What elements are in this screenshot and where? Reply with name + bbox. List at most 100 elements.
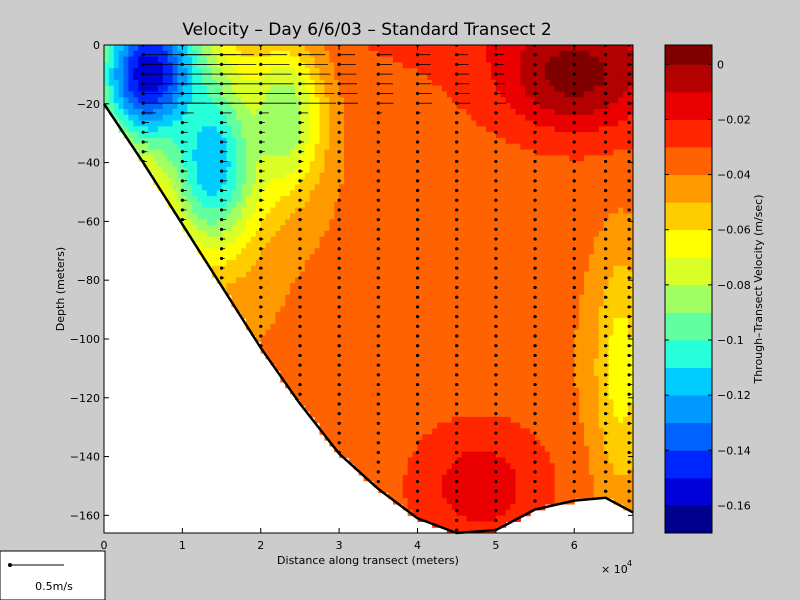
- contour-cell: [495, 68, 502, 75]
- contour-cell: [309, 352, 316, 360]
- contour-cell: [505, 364, 512, 371]
- contour-cell: [304, 376, 311, 383]
- contour-cell: [397, 114, 404, 122]
- contour-cell: [383, 190, 389, 197]
- contour-cell: [334, 393, 340, 400]
- contour-cell: [304, 393, 311, 400]
- contour-cell: [152, 120, 159, 127]
- contour-cell: [314, 335, 321, 342]
- contour-cell: [510, 318, 517, 325]
- contour-cell: [417, 306, 423, 313]
- contour-cell: [402, 248, 409, 255]
- contour-cell: [490, 300, 497, 308]
- contour-cell: [441, 137, 448, 145]
- contour-cell: [490, 312, 497, 319]
- contour-cell: [495, 347, 502, 354]
- contour-cell: [446, 352, 453, 360]
- contour-cell: [216, 236, 223, 244]
- contour-cell: [392, 178, 399, 186]
- contour-cell: [265, 62, 272, 69]
- contour-cell: [348, 213, 355, 220]
- contour-cell: [314, 271, 321, 278]
- contour-cell: [441, 411, 448, 418]
- contour-cell: [255, 283, 262, 290]
- contour-cell: [197, 103, 203, 110]
- contour-cell: [392, 399, 399, 406]
- contour-cell: [412, 108, 419, 116]
- contour-cell: [402, 463, 409, 470]
- contour-cell: [461, 161, 468, 168]
- contour-cell: [304, 201, 311, 209]
- contour-cell: [324, 358, 330, 366]
- contour-cell: [437, 387, 443, 395]
- contour-cell: [446, 300, 453, 308]
- contour-cell: [373, 318, 379, 325]
- contour-cell: [324, 341, 330, 348]
- contour-cell: [373, 178, 379, 186]
- contour-cell: [353, 358, 360, 366]
- contour-cell: [275, 45, 281, 52]
- contour-cell: [422, 236, 428, 244]
- contour-cell: [515, 387, 521, 395]
- contour-cell: [471, 265, 477, 273]
- contour-cell: [432, 463, 438, 470]
- contour-cell: [133, 132, 139, 139]
- contour-cell: [427, 486, 433, 493]
- contour-cell: [500, 329, 507, 337]
- contour-cell: [373, 230, 379, 238]
- contour-cell: [358, 108, 365, 116]
- contour-cell: [486, 196, 492, 203]
- contour-cell: [299, 137, 306, 145]
- contour-cell: [329, 91, 335, 98]
- contour-cell: [373, 323, 379, 331]
- contour-cell: [417, 277, 423, 284]
- contour-cell: [407, 126, 414, 133]
- contour-cell: [285, 283, 291, 290]
- contour-cell: [432, 347, 438, 354]
- contour-cell: [353, 399, 360, 406]
- contour-cell: [388, 405, 394, 412]
- contour-cell: [451, 399, 458, 406]
- contour-cell: [324, 271, 330, 278]
- contour-cell: [437, 474, 443, 482]
- contour-cell: [113, 91, 120, 98]
- contour-cell: [392, 364, 399, 371]
- contour-cell: [397, 341, 404, 348]
- contour-cell: [255, 62, 262, 69]
- contour-cell: [402, 126, 409, 133]
- contour-cell: [324, 62, 330, 69]
- contour-cell: [432, 68, 438, 75]
- contour-cell: [280, 62, 286, 69]
- contour-cell: [128, 126, 134, 133]
- contour-cell: [216, 126, 223, 133]
- contour-cell: [490, 440, 497, 447]
- contour-cell: [446, 254, 453, 261]
- contour-cell: [422, 335, 428, 342]
- contour-cell: [481, 178, 487, 186]
- contour-cell: [407, 498, 414, 505]
- contour-cell: [388, 236, 394, 244]
- contour-cell: [280, 358, 286, 366]
- contour-cell: [167, 91, 174, 98]
- contour-cell: [481, 381, 487, 389]
- contour-cell: [192, 74, 198, 81]
- contour-cell: [368, 137, 374, 145]
- contour-cell: [373, 341, 379, 348]
- contour-cell: [226, 259, 232, 267]
- contour-cell: [285, 137, 291, 145]
- contour-cell: [182, 97, 188, 104]
- contour-cell: [226, 103, 232, 110]
- contour-cell: [441, 167, 448, 174]
- contour-cell: [481, 137, 487, 145]
- contour-cell: [270, 184, 277, 191]
- contour-cell: [388, 68, 394, 75]
- contour-cell: [206, 196, 213, 203]
- contour-cell: [344, 312, 350, 319]
- contour-cell: [206, 161, 213, 168]
- contour-cell: [495, 457, 502, 464]
- contour-cell: [250, 45, 257, 52]
- contour-cell: [437, 120, 443, 127]
- contour-cell: [290, 347, 296, 354]
- contour-cell: [456, 521, 463, 528]
- contour-cell: [510, 149, 517, 156]
